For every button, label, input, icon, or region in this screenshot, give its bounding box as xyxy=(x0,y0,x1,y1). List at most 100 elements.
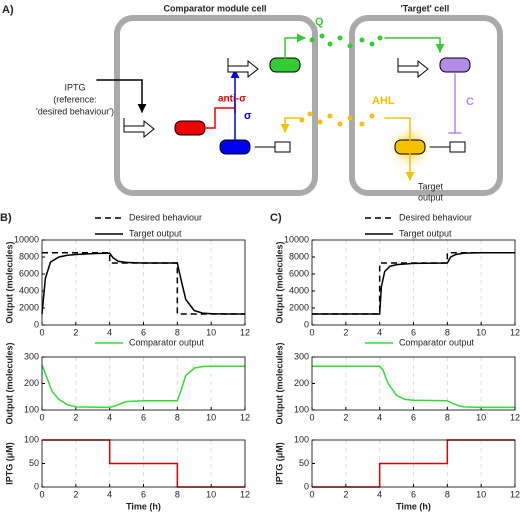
line xyxy=(42,439,245,488)
x-tick-label: 6 xyxy=(141,327,146,337)
gene xyxy=(394,139,426,155)
y-tick-label: 2000 xyxy=(19,302,39,312)
legend-label: Comparator output xyxy=(399,337,475,347)
y-tick-label: 6000 xyxy=(289,268,309,278)
x-tick-label: 8 xyxy=(175,327,180,337)
promoter xyxy=(227,58,259,79)
x-tick-label: 6 xyxy=(411,412,416,422)
y-tick-label: 2000 xyxy=(289,302,309,312)
x-tick-label: 0 xyxy=(309,327,314,337)
y-tick-label: 0 xyxy=(34,481,39,491)
legend-label: Comparator output xyxy=(129,337,205,347)
x-tick-label: 2 xyxy=(343,327,348,337)
x-tick-label: 2 xyxy=(73,327,78,337)
x-tick-label: 12 xyxy=(510,489,520,499)
plot-frame xyxy=(311,239,516,326)
x-tick-label: 8 xyxy=(175,489,180,499)
plot-frame xyxy=(311,439,516,488)
y-tick-label: 100 xyxy=(294,404,309,414)
promoter xyxy=(397,58,429,79)
x-tick-label: 8 xyxy=(445,412,450,422)
x-tick-label: 6 xyxy=(141,489,146,499)
x-tick-label: 8 xyxy=(175,412,180,422)
x-tick-label: 0 xyxy=(39,489,44,499)
gene xyxy=(439,57,471,73)
line xyxy=(41,364,245,409)
cell-title: Comparator module cell xyxy=(163,3,266,13)
gene xyxy=(219,139,251,155)
promoter xyxy=(429,141,466,153)
line xyxy=(41,252,245,315)
promoter xyxy=(123,118,155,139)
legend-label: Desired behaviour xyxy=(399,212,472,222)
label: σ xyxy=(244,110,252,122)
arrow xyxy=(284,33,306,59)
panel-label: C) xyxy=(270,212,282,224)
output-label: output xyxy=(418,192,444,202)
y-axis-label: Output (molecules) xyxy=(274,342,284,424)
y-axis-label: IPTG (μM) xyxy=(4,442,14,485)
x-tick-label: 4 xyxy=(107,489,112,499)
label: Q xyxy=(315,16,324,28)
y-tick-label: 10000 xyxy=(14,234,39,244)
y-tick-label: 0 xyxy=(304,481,309,491)
x-tick-label: 4 xyxy=(377,327,382,337)
line xyxy=(312,439,515,488)
x-tick-label: 4 xyxy=(377,489,382,499)
y-tick-label: 0 xyxy=(304,319,309,329)
iptg-label: (reference: xyxy=(53,94,97,104)
plot-frame xyxy=(311,356,516,411)
output-label: Target xyxy=(418,181,444,191)
x-tick-label: 10 xyxy=(206,327,216,337)
x-tick-label: 12 xyxy=(240,327,250,337)
y-tick-label: 10000 xyxy=(284,234,309,244)
x-axis-label: Time (h) xyxy=(396,501,431,511)
x-tick-label: 10 xyxy=(476,489,486,499)
y-axis-label: Output (molecules) xyxy=(4,241,14,323)
arrow xyxy=(384,117,411,141)
x-tick-label: 2 xyxy=(343,412,348,422)
iptg-label: 'desired behaviour') xyxy=(36,106,114,116)
y-tick-label: 300 xyxy=(24,351,39,361)
molecules xyxy=(309,33,383,49)
arrow xyxy=(204,107,236,129)
x-tick-label: 2 xyxy=(73,412,78,422)
x-tick-label: 0 xyxy=(39,327,44,337)
arrow xyxy=(384,37,445,53)
y-tick-label: 100 xyxy=(24,404,39,414)
cell-title: 'Target' cell xyxy=(401,3,450,13)
gene xyxy=(269,57,301,73)
y-axis-label: Output (molecules) xyxy=(274,241,284,323)
gene xyxy=(174,120,206,136)
plot-frame xyxy=(41,356,246,411)
x-tick-label: 2 xyxy=(73,489,78,499)
line xyxy=(312,252,515,315)
x-tick-label: 6 xyxy=(411,489,416,499)
x-tick-label: 0 xyxy=(309,489,314,499)
x-tick-label: 12 xyxy=(240,412,250,422)
y-tick-label: 4000 xyxy=(289,285,309,295)
label: AHL xyxy=(372,95,395,107)
plot-frame xyxy=(41,439,246,488)
promoter xyxy=(254,141,291,153)
y-axis-label: IPTG (μM) xyxy=(274,442,284,485)
y-tick-label: 4000 xyxy=(19,285,39,295)
x-tick-label: 6 xyxy=(141,412,146,422)
y-tick-label: 6000 xyxy=(19,268,39,278)
cell xyxy=(114,15,318,196)
x-tick-label: 8 xyxy=(445,327,450,337)
cell xyxy=(349,15,503,196)
x-tick-label: 0 xyxy=(309,412,314,422)
y-tick-label: 50 xyxy=(299,458,309,468)
y-tick-label: 8000 xyxy=(289,251,309,261)
x-tick-label: 10 xyxy=(476,327,486,337)
y-tick-label: 100 xyxy=(24,434,39,444)
label: C xyxy=(466,96,474,108)
line xyxy=(312,365,515,409)
y-tick-label: 300 xyxy=(294,351,309,361)
arrow xyxy=(280,117,301,133)
y-tick-label: 200 xyxy=(294,378,309,388)
x-tick-label: 12 xyxy=(510,412,520,422)
plot-frame xyxy=(41,239,246,326)
